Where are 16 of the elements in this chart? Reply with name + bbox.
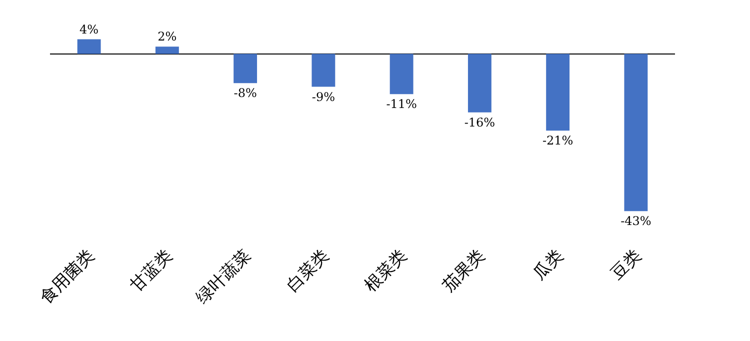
x-tick-label: 白菜类	[282, 246, 333, 296]
x-tick-label: 瓜类	[529, 246, 568, 284]
data-label: -43%	[620, 214, 652, 228]
data-label: -16%	[464, 115, 496, 130]
x-tick-label: 甘蓝类	[126, 246, 177, 296]
x-tick-label: 豆类	[607, 246, 646, 284]
x-tick-label: 根菜类	[360, 246, 412, 296]
data-label: -11%	[386, 97, 417, 112]
x-tick-label: 食用菌类	[36, 246, 99, 308]
data-label: 4%	[80, 22, 99, 36]
data-label: 2%	[158, 30, 177, 44]
data-label: -8%	[234, 86, 257, 100]
x-tick-label: 茄果类	[439, 246, 490, 296]
data-label: -21%	[542, 134, 574, 148]
x-tick-label: 绿叶蔬菜	[192, 246, 255, 308]
data-label: -9%	[312, 90, 335, 104]
